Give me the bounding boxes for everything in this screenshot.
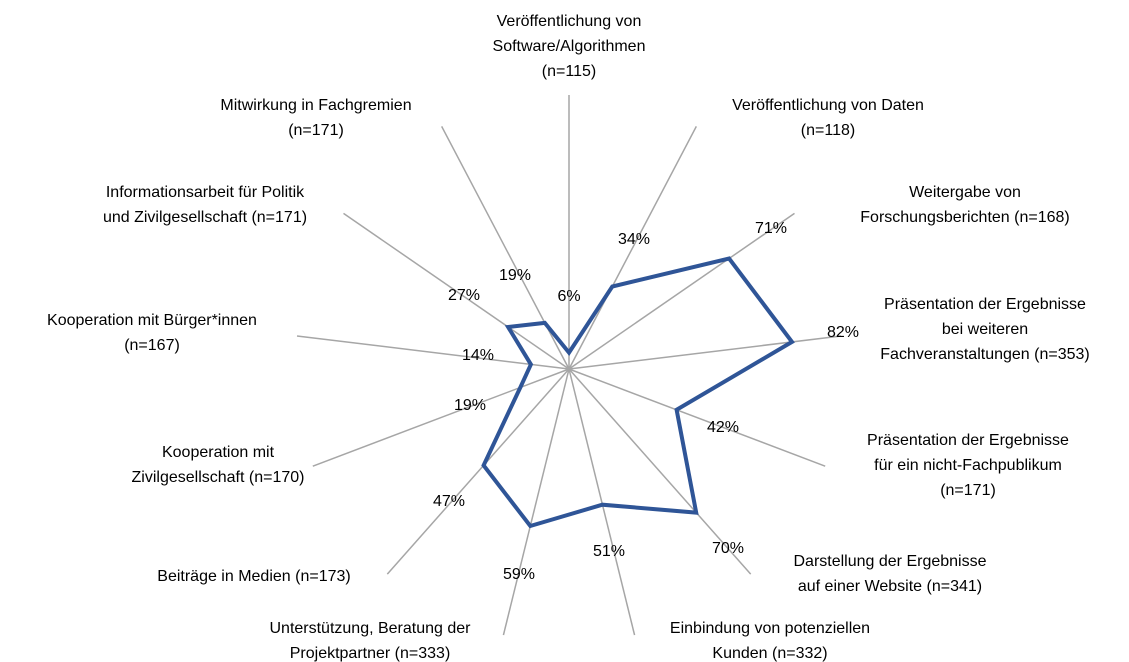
spoke [502,368,570,636]
value-label: 6% [557,288,580,305]
category-label: Kunden (n=332) [712,645,827,662]
category-label: Darstellung der Ergebnisse [794,553,987,570]
value-label: 14% [462,347,494,364]
category-label: für ein nicht-Fachpublikum [874,457,1062,474]
category-label: Veröffentlichung von [497,13,642,30]
spoke [441,126,570,370]
category-label: (n=171) [288,122,344,139]
data-line [481,256,795,529]
value-label: 47% [433,493,465,510]
category-label: Präsentation der Ergebnisse [867,432,1069,449]
category-label: (n=167) [124,337,180,354]
category-label: Veröffentlichung von Daten [732,97,924,114]
category-label: (n=115) [542,63,596,80]
spoke [568,368,636,636]
category-label: Forschungsberichten (n=168) [860,209,1069,226]
category-label: Beiträge in Medien (n=173) [157,568,350,585]
category-label: Projektpartner (n=333) [290,645,451,662]
value-label: 82% [827,324,859,341]
category-label: (n=171) [940,482,996,499]
spoke [312,368,570,467]
spoke [568,212,795,370]
category-label: Kooperation mit [162,444,275,461]
spoke [568,368,752,575]
category-label: Einbindung von potenziellen [670,620,870,637]
spoke [296,335,570,370]
value-label: 19% [499,267,531,284]
spoke [343,212,570,370]
category-label: Zivilgesellschaft (n=170) [132,469,305,486]
category-label: Kooperation mit Bürger*innen [47,312,257,329]
value-label: 19% [454,397,486,414]
category-label: Präsentation der Ergebnisse [884,296,1086,313]
category-label: Fachveranstaltungen (n=353) [880,346,1089,363]
spoke [568,335,842,370]
value-label: 70% [712,540,744,557]
value-label: 59% [503,566,535,583]
spoke [568,368,826,467]
value-label: 51% [593,543,625,560]
spoke [568,126,697,370]
spoke [386,368,570,575]
category-label: Mitwirkung in Fachgremien [220,97,411,114]
value-label: 34% [618,231,650,248]
category-label: Weitergabe von [909,184,1021,201]
category-label: und Zivilgesellschaft (n=171) [103,209,307,226]
category-label: Informationsarbeit für Politik [106,184,305,201]
value-label: 71% [755,220,787,237]
category-label: auf einer Website (n=341) [798,578,982,595]
category-label: bei weiteren [942,321,1028,338]
value-label: 42% [707,419,739,436]
category-label: Unterstützung, Beratung der [269,620,471,637]
category-label: Software/Algorithmen [493,38,646,55]
value-label: 27% [448,287,480,304]
category-label: (n=118) [801,122,855,139]
